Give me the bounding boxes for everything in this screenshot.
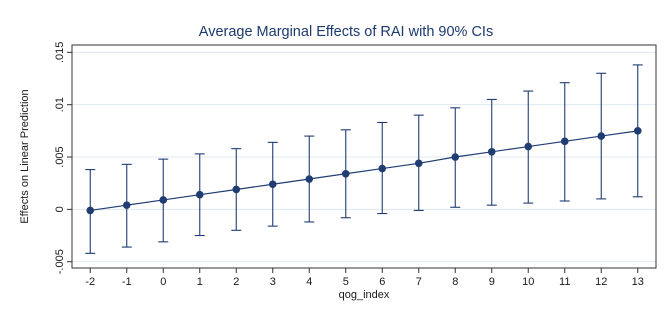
x-tick-label: 1 [197,276,203,288]
x-tick-label: 6 [379,276,385,288]
data-point [232,185,241,194]
x-tick-label: 4 [306,276,312,288]
data-point [524,142,533,151]
y-tick-label: 0 [54,206,66,212]
x-axis: -2 -1 0 1 2 3 4 5 6 7 8 9 10 11 12 13 [85,268,644,288]
data-point [195,190,204,199]
plot-frame [71,44,657,269]
chart-title: Average Marginal Effects of RAI with 90%… [199,24,493,40]
y-axis: -.005 0 .005 .01 .015 [54,42,72,274]
data-point [451,153,460,161]
x-tick-label: 7 [416,276,422,288]
data-point [305,175,314,183]
data-series [85,64,643,254]
y-tick-label: .005 [54,146,66,167]
x-tick-label: -2 [85,276,95,288]
data-point [159,196,168,204]
x-tick-label: 11 [559,276,570,288]
x-axis-label: qog_index [339,289,390,301]
x-tick-label: 9 [489,276,495,288]
series-line [90,130,638,212]
gridlines [72,51,656,263]
x-tick-label: 0 [160,276,166,288]
y-tick-label: .015 [54,42,66,63]
data-point [268,180,277,189]
data-point [633,127,642,135]
x-tick-label: 12 [595,276,607,288]
x-tick-label: 3 [270,276,276,288]
data-point [378,164,387,173]
x-tick-label: 8 [452,276,458,288]
data-point [560,137,569,146]
y-axis-label: Effects on Linear Prediction [19,89,31,223]
y-tick-label: -.005 [54,249,66,274]
x-tick-label: 13 [632,276,644,288]
data-point [597,132,606,140]
x-tick-label: 10 [522,276,534,288]
data-point [487,147,496,156]
x-tick-label: -1 [122,276,132,288]
data-point [341,169,350,178]
x-tick-label: 2 [233,276,239,288]
data-point [122,201,131,209]
x-tick-label: 5 [343,276,349,288]
y-tick-label: .01 [54,97,66,112]
data-point [414,159,423,168]
data-point [86,206,95,215]
